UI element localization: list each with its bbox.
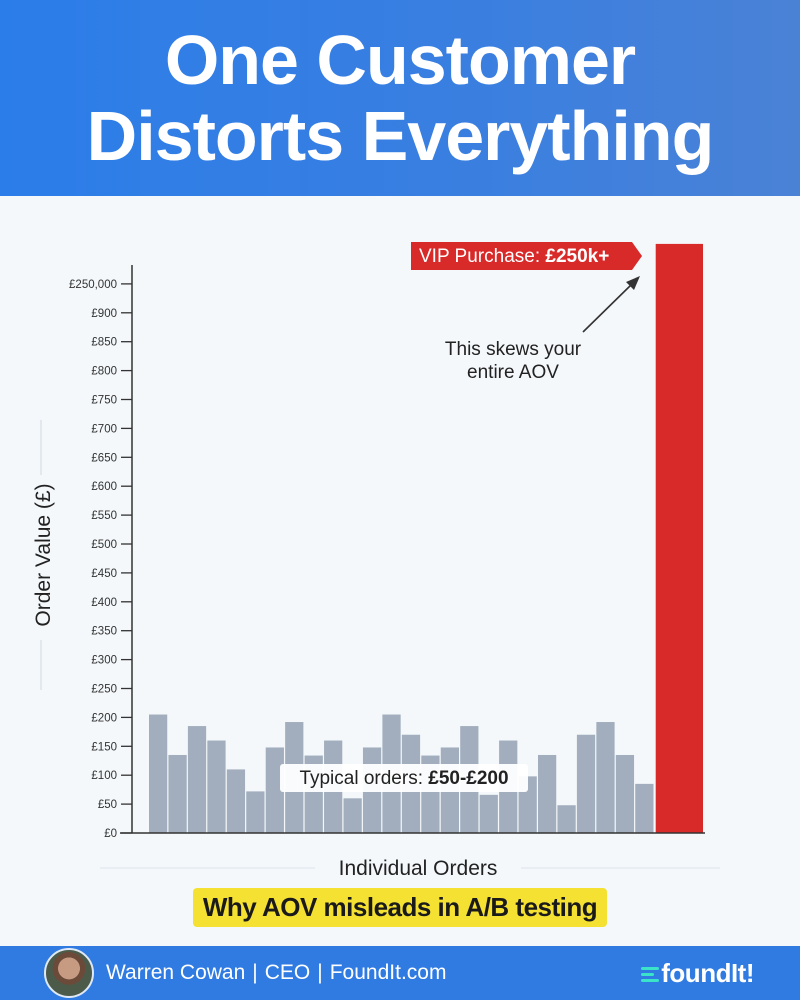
order-bar <box>615 754 635 833</box>
y-tick-label: £150 <box>91 741 117 753</box>
order-bar <box>265 747 284 833</box>
y-tick-label: £250,000 <box>69 279 117 291</box>
order-bar <box>168 754 187 833</box>
y-tick-label: £550 <box>91 510 117 522</box>
y-tick-label: £50 <box>98 799 117 811</box>
y-tick-label: £350 <box>91 626 117 638</box>
avatar <box>44 948 94 998</box>
y-tick-label: £700 <box>91 423 117 435</box>
foundit-logo: foundIt! <box>641 958 754 989</box>
order-bar <box>187 726 207 833</box>
page-title-line2: Distorts Everything <box>86 97 715 175</box>
author-name: Warren Cowan <box>106 961 246 984</box>
y-tick-label: £200 <box>91 712 117 724</box>
y-tick-label: £500 <box>91 539 117 551</box>
page-title-line1: One Customer <box>164 21 636 99</box>
x-axis-label: Individual Orders <box>339 857 498 880</box>
logo-lines-icon <box>641 965 660 983</box>
order-bar <box>479 794 498 833</box>
order-bar <box>226 769 246 833</box>
typical-orders-label: Typical orders: £50-£200 <box>299 768 508 789</box>
y-axis-ticks: £0 £50 £100 £150 £200 £250 £300 £350 £400 £450 £50… <box>69 279 132 840</box>
skew-text-line2: entire AOV <box>467 362 559 383</box>
typical-orders-callout: Typical orders: £50-£200 <box>280 764 528 792</box>
order-bar <box>207 740 226 833</box>
vip-outlier-bar <box>655 243 703 833</box>
author-site: FoundIt.com <box>329 961 447 984</box>
subtitle-wrap: Why AOV misleads in A/B testing <box>0 888 800 927</box>
y-tick-label: £850 <box>91 337 117 349</box>
order-bar <box>343 798 362 833</box>
subtitle-highlight: Why AOV misleads in A/B testing <box>192 888 608 927</box>
y-tick-label: £900 <box>91 308 117 320</box>
order-bar <box>596 722 615 833</box>
vip-callout: VIP Purchase: £250k+ <box>411 242 642 270</box>
vip-purchase-label: VIP Purchase: £250k+ <box>419 246 609 267</box>
y-tick-label: £600 <box>91 481 117 493</box>
author-byline: Warren Cowan | CEO | FoundIt.com <box>106 961 447 984</box>
bars <box>149 243 703 833</box>
y-tick-label: £650 <box>91 452 117 464</box>
bar-chart: £0 £50 £100 £150 £200 £250 £300 £350 £400 £450 £50… <box>32 242 720 880</box>
order-bar <box>538 754 557 833</box>
skew-arrow-line <box>582 283 633 333</box>
order-bar <box>149 714 168 833</box>
y-tick-label: £300 <box>91 655 117 667</box>
y-tick-label: £250 <box>91 684 117 696</box>
order-bar <box>576 734 596 833</box>
order-bar <box>557 805 576 833</box>
order-bar <box>246 791 265 833</box>
y-tick-label: £100 <box>91 770 117 782</box>
y-tick-label: £450 <box>91 568 117 580</box>
y-tick-label: £800 <box>91 366 117 378</box>
y-tick-label: £750 <box>91 395 117 407</box>
footer-bar: Warren Cowan | CEO | FoundIt.com foundIt! <box>0 946 800 1000</box>
y-axis-label: Order Value (£) <box>32 483 55 626</box>
skew-text-line1: This skews your <box>445 339 582 360</box>
order-bar <box>635 783 654 833</box>
y-tick-label: £400 <box>91 597 117 609</box>
skew-annotation: This skews your entire AOV <box>445 276 640 383</box>
logo-text: foundIt! <box>661 958 754 988</box>
author-role: CEO <box>264 961 311 984</box>
y-tick-label: £0 <box>104 828 117 840</box>
skew-arrow-head <box>626 276 640 290</box>
header-banner: One Customer Distorts Everything <box>0 0 800 196</box>
